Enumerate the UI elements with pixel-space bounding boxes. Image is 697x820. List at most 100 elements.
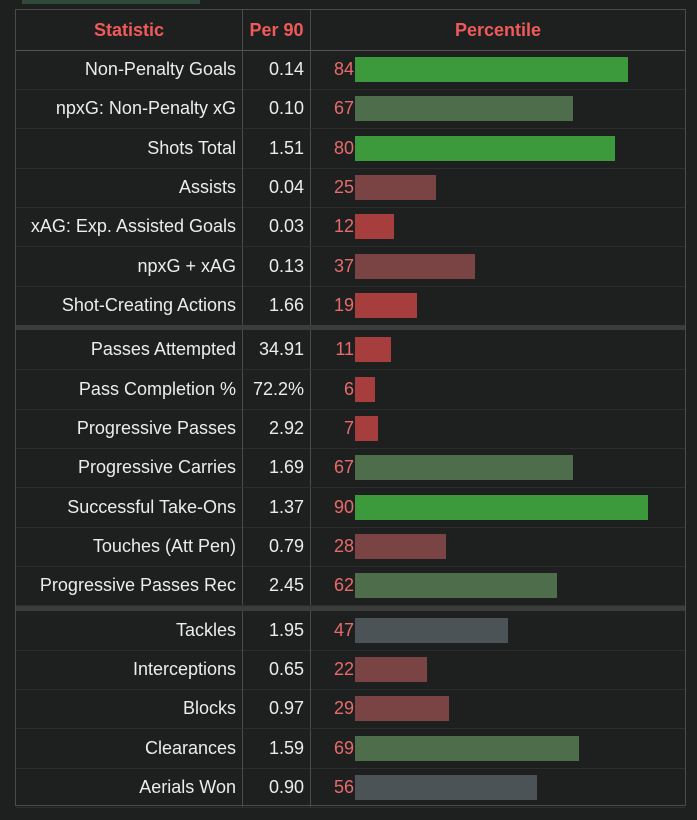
percentile-value: 25 <box>333 176 354 197</box>
table-row: Progressive Carries 1.69 67 <box>16 448 685 489</box>
per90-value: 72.2% <box>243 369 311 409</box>
percentile-cell: 56 <box>311 768 685 807</box>
percentile-cell: 80 <box>311 129 685 168</box>
percentile-bar <box>355 214 394 240</box>
percentile-value: 19 <box>333 294 354 315</box>
per90-value: 1.59 <box>243 728 311 768</box>
percentile-bar <box>355 135 615 161</box>
percentile-value: 62 <box>333 575 354 596</box>
percentile-bar <box>355 57 628 82</box>
stat-name[interactable]: Shot-Creating Actions <box>16 285 243 325</box>
percentile-value: 37 <box>333 255 354 276</box>
table-row: Blocks 0.97 29 <box>16 689 685 730</box>
percentile-bar <box>355 494 648 520</box>
group-separator <box>16 325 685 331</box>
percentile-cell: 29 <box>311 689 685 728</box>
per90-value: 0.03 <box>243 207 311 247</box>
table-row: Clearances 1.59 69 <box>16 728 685 769</box>
stat-name[interactable]: Assists <box>16 167 243 207</box>
percentile-cell: 67 <box>311 448 685 487</box>
per90-value: 0.97 <box>243 689 311 729</box>
percentile-value: 6 <box>343 378 354 399</box>
stat-name[interactable]: npxG: Non-Penalty xG <box>16 89 243 129</box>
stat-name[interactable]: Progressive Carries <box>16 448 243 488</box>
top-accent-strip <box>22 0 200 4</box>
percentile-cell: 12 <box>311 207 685 246</box>
stat-name[interactable]: Clearances <box>16 728 243 768</box>
percentile-table: Statistic Per 90 Percentile Non-Penalty … <box>15 9 686 808</box>
table-row: Shot-Creating Actions 1.66 19 <box>16 285 685 326</box>
per90-value: 1.66 <box>243 285 311 325</box>
percentile-cell: 6 <box>311 370 685 409</box>
percentile-value: 11 <box>335 339 354 360</box>
stat-name[interactable]: Pass Completion % <box>16 369 243 409</box>
percentile-cell: 7 <box>311 409 685 448</box>
percentile-cell: 37 <box>311 247 685 286</box>
percentile-value: 69 <box>333 737 354 758</box>
percentile-bar <box>355 253 476 279</box>
stat-name[interactable]: npxG + xAG <box>16 246 243 286</box>
header-percentile[interactable]: Percentile <box>454 19 542 40</box>
table-row: npxG + xAG 0.13 37 <box>16 246 685 287</box>
percentile-value: 12 <box>333 216 354 237</box>
stat-name[interactable]: Passes Attempted <box>16 330 243 370</box>
group-separator <box>16 605 685 611</box>
table-row: Interceptions 0.65 22 <box>16 650 685 691</box>
stat-name[interactable]: Shots Total <box>16 128 243 168</box>
per90-value: 0.13 <box>243 246 311 286</box>
percentile-cell: 67 <box>311 89 685 128</box>
percentile-bar <box>355 617 508 643</box>
percentile-bar <box>355 696 450 722</box>
table-row: Progressive Passes Rec 2.45 62 <box>16 566 685 607</box>
table-row: Touches (Att Pen) 0.79 28 <box>16 526 685 567</box>
stat-name[interactable]: Progressive Passes <box>16 409 243 448</box>
percentile-bar <box>355 573 557 599</box>
percentile-value: 67 <box>333 98 354 119</box>
table-row: Passes Attempted 34.91 11 <box>16 330 685 371</box>
per90-value: 2.92 <box>243 409 311 448</box>
stat-name[interactable]: Non-Penalty Goals <box>16 50 243 89</box>
percentile-bar <box>355 775 537 800</box>
percentile-bar <box>355 533 446 559</box>
stat-name[interactable]: xAG: Exp. Assisted Goals <box>16 207 243 247</box>
stat-name[interactable]: Progressive Passes Rec <box>16 566 243 606</box>
percentile-value: 22 <box>333 659 354 680</box>
per90-value: 0.14 <box>243 50 311 89</box>
percentile-bar <box>355 376 375 402</box>
per90-value: 0.10 <box>243 89 311 129</box>
table-row: Aerials Won 0.90 56 <box>16 768 685 808</box>
percentile-bar <box>355 96 573 122</box>
stat-name[interactable]: Blocks <box>16 689 243 729</box>
per90-value: 1.51 <box>243 128 311 168</box>
percentile-bar <box>355 657 427 683</box>
percentile-value: 90 <box>333 496 354 517</box>
percentile-value: 7 <box>343 418 354 438</box>
percentile-cell: 84 <box>311 50 685 89</box>
percentile-value: 84 <box>333 59 354 79</box>
table-row: Non-Penalty Goals 0.14 84 <box>16 50 685 90</box>
stat-name[interactable]: Tackles <box>16 610 243 650</box>
per90-value: 2.45 <box>243 566 311 606</box>
percentile-value: 47 <box>333 619 354 640</box>
stat-name[interactable]: Successful Take-Ons <box>16 487 243 527</box>
table-row: xAG: Exp. Assisted Goals 0.03 12 <box>16 207 685 248</box>
header-per90[interactable]: Per 90 <box>243 10 311 50</box>
table-row: Shots Total 1.51 80 <box>16 128 685 169</box>
percentile-value: 56 <box>333 777 354 797</box>
percentile-cell: 11 <box>311 330 685 369</box>
header-statistic[interactable]: Statistic <box>16 10 243 50</box>
percentile-cell: 22 <box>311 650 685 689</box>
percentile-value: 28 <box>333 535 354 556</box>
stat-name[interactable]: Interceptions <box>16 650 243 690</box>
table-row: npxG: Non-Penalty xG 0.10 67 <box>16 89 685 130</box>
table-row: Progressive Passes 2.92 7 <box>16 409 685 449</box>
per90-value: 34.91 <box>243 330 311 370</box>
percentile-value: 67 <box>333 457 354 478</box>
percentile-cell: 62 <box>311 566 685 605</box>
percentile-bar <box>355 337 391 363</box>
percentile-bar <box>355 416 378 441</box>
stat-name[interactable]: Aerials Won <box>16 768 243 807</box>
percentile-bar <box>355 455 573 481</box>
stat-name[interactable]: Touches (Att Pen) <box>16 526 243 566</box>
table-row: Pass Completion % 72.2% 6 <box>16 369 685 410</box>
